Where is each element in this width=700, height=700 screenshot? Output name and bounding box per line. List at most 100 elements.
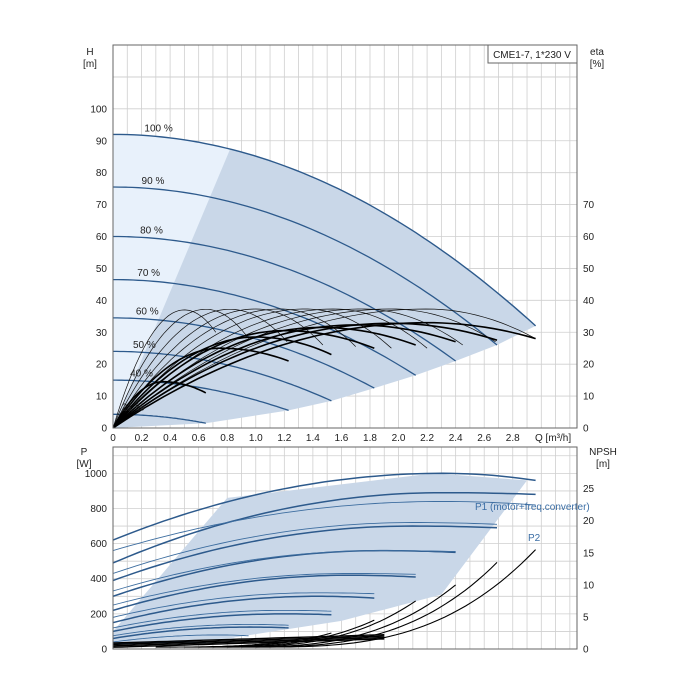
p2-power-curve [113, 592, 375, 618]
head-light-area [113, 134, 235, 428]
head-y-tick-label: 100 [90, 104, 107, 115]
speed-curve [113, 278, 417, 376]
eta-y-tick-label: 10 [583, 392, 595, 403]
x-tick-label: 0.8 [220, 433, 234, 444]
npsh-y-tick-label: 20 [583, 516, 595, 527]
x-tick-label: 0.4 [163, 433, 177, 444]
head-chart-ticks: 0 0.2 0.4 0.6 0.8 1.0 1.2 1.4 1.6 1.8 2.0 2.2 2.4 2.6… [90, 104, 594, 444]
efficiency-curve-bold [113, 322, 498, 428]
x-tick-label: 2.6 [477, 433, 491, 444]
p1-power-curve [113, 574, 416, 612]
p1-power-curve [113, 613, 332, 633]
efficiency-curve [113, 308, 496, 428]
head-y-tick-label: 10 [96, 392, 108, 403]
power-y-tick-label: 1000 [85, 469, 108, 480]
x-tick-label: 1.0 [249, 433, 263, 444]
head-y-tick-label: 70 [96, 200, 108, 211]
head-y-tick-label: 50 [96, 264, 108, 275]
eta-y-tick-label: 0 [583, 424, 589, 435]
head-chart-curves: 100 % 90 % 80 % 70 % 60 % 50 % 40 % 21 % [113, 123, 537, 428]
efficiency-curve [113, 308, 356, 428]
efficiency-curve-bold [113, 321, 536, 428]
speed-curve [113, 186, 498, 346]
power-chart-operating-area [113, 473, 527, 644]
power-axis-label: P [81, 447, 88, 458]
eta-y-tick-label: 40 [583, 296, 595, 307]
npsh-y-tick-label: 5 [583, 612, 589, 623]
p1-power-curve [113, 491, 536, 564]
x-tick-label: 2.8 [506, 433, 520, 444]
head-y-tick-label: 20 [96, 360, 108, 371]
efficiency-curve [113, 308, 536, 428]
p1-power-curve [113, 595, 375, 624]
p2-power-curve [113, 501, 536, 552]
power-y-tick-label: 800 [90, 504, 107, 515]
npsh-y-tick-label: 25 [583, 484, 595, 495]
speed-curve-label: 21 % [122, 402, 145, 413]
npsh-y-tick-label: 10 [583, 580, 595, 591]
low-power-curve [113, 638, 385, 648]
chart-title-box: CME1-7, 1*230 V [487, 44, 578, 64]
speed-curve-label: 60 % [136, 306, 159, 317]
x-tick-label: 2.0 [392, 433, 406, 444]
speed-curve-label: 50 % [133, 340, 156, 351]
eta-y-tick-label: 70 [583, 200, 595, 211]
p1-power-curve [113, 525, 498, 582]
chart-title: CME1-7, 1*230 V [493, 50, 571, 61]
power-y-tick-label: 400 [90, 574, 107, 585]
speed-curve [113, 133, 537, 327]
npsh-y-tick-label: 0 [583, 645, 589, 656]
head-y-tick-label: 60 [96, 232, 108, 243]
power-chart-curves [113, 472, 536, 648]
x-tick-label: 2.4 [449, 433, 463, 444]
eta-y-tick-label: 30 [583, 328, 595, 339]
eta-y-tick-label: 50 [583, 264, 595, 275]
speed-curve-label: 90 % [142, 176, 165, 187]
efficiency-curve [113, 309, 217, 428]
head-y-tick-label: 90 [96, 136, 108, 147]
p2-power-curve [113, 573, 416, 606]
speed-curve-label: 100 % [144, 123, 172, 134]
speed-curve [113, 379, 289, 412]
power-y-tick-label: 600 [90, 539, 107, 550]
x-tick-label: 1.6 [334, 433, 348, 444]
head-chart-frame [112, 44, 578, 429]
eta-y-tick-label: 60 [583, 232, 595, 243]
x-tick-label: 0 [110, 433, 116, 444]
head-axis-unit: [m] [83, 59, 97, 70]
npsh-y-tick-label: 15 [583, 548, 595, 559]
p2-power-curve [113, 634, 249, 643]
power-operating-area [113, 473, 527, 644]
power-chart-frame [112, 446, 578, 650]
head-axis-label: H [86, 47, 93, 58]
efficiency-curve-bold [113, 329, 375, 428]
head-y-tick-label: 30 [96, 328, 108, 339]
speed-curve-label: 70 % [137, 268, 160, 279]
flow-axis-label: Q [m³/h] [535, 433, 571, 444]
x-tick-label: 0.2 [135, 433, 149, 444]
efficiency-curve [113, 308, 249, 428]
eta-axis-unit: [%] [590, 59, 605, 70]
x-tick-label: 0.6 [192, 433, 206, 444]
head-y-tick-label: 40 [96, 296, 108, 307]
power-y-tick-label: 0 [101, 645, 107, 656]
p2-power-curve [113, 550, 456, 592]
p2-power-curve [113, 623, 289, 637]
p1-series-label: P1 (motor+freq.converter) [475, 502, 590, 513]
p2-series-label: P2 [528, 533, 541, 544]
p1-power-curve [113, 626, 289, 640]
p2-power-curve [113, 522, 498, 574]
npsh-curve [255, 549, 536, 648]
low-power-curve [113, 634, 385, 644]
power-chart-ticks: 0 200 400 600 800 1000 0 5 10 15 20 25 [85, 469, 595, 656]
npsh-axis-label: NPSH [589, 447, 617, 458]
low-power-curve [113, 635, 385, 646]
speed-curve-label: 40 % [130, 368, 153, 379]
power-axis-unit: [W] [77, 459, 92, 470]
efficiency-curve [113, 308, 288, 428]
x-tick-label: 1.8 [363, 433, 377, 444]
power-y-tick-label: 200 [90, 609, 107, 620]
speed-curve-label: 80 % [140, 225, 163, 236]
eta-axis-label: eta [590, 47, 604, 58]
